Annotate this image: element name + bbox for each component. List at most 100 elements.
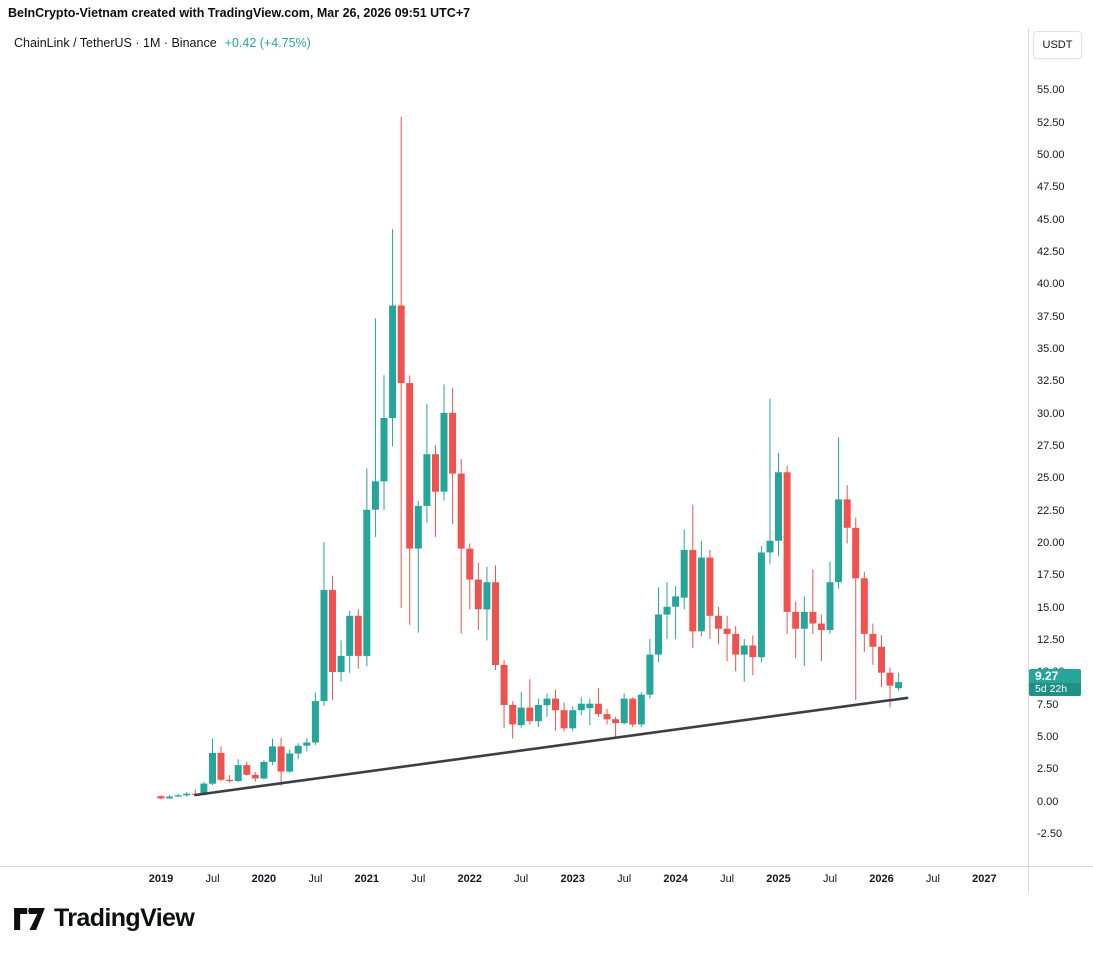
tradingview-logo-icon [14,907,45,930]
candle-2021-03 [380,375,388,510]
axis-corner-divider [1028,867,1029,893]
candle-2022-06 [509,701,517,739]
candle-2023-07 [620,693,628,725]
candle-2023-06 [612,716,620,739]
candle-2019-02 [166,794,174,799]
candle-2023-03 [586,698,594,726]
candle-2025-06 [817,614,825,662]
symbol-legend[interactable]: ChainLink / TetherUS · 1M · Binance +0.42… [14,36,311,50]
candle-2024-07 [723,615,731,662]
candle-2025-01 [775,452,782,557]
candle-2025-05 [809,569,817,634]
candle-2022-10 [543,693,551,717]
candle-2025-08 [835,437,843,589]
candle-2019-12 [251,772,259,782]
candle-2023-02 [577,697,585,716]
candle-2020-01 [260,760,268,780]
candle-2022-02 [474,562,482,630]
candle-2021-06 [406,375,414,625]
candle-2024-08 [732,626,740,672]
candle-2025-02 [783,465,791,634]
candle-2021-10 [440,384,448,501]
candle-2025-04 [800,596,808,667]
candle-2021-02 [371,318,379,537]
price-tick-12.50: 12.50 [1037,633,1065,646]
candle-2024-09 [740,639,748,682]
price-tick-0.00: 0.00 [1037,795,1059,808]
candle-2025-07 [826,561,834,634]
candle-2021-11 [449,388,457,524]
candle-2024-02 [680,529,688,610]
price-tick-35.00: 35.00 [1037,342,1065,355]
symbol-title[interactable]: ChainLink / TetherUS · 1M · Binance [14,36,217,50]
candle-2025-09 [843,485,851,544]
candle-2023-05 [603,708,611,725]
symbol-change: +0.42 (+4.75%) [224,36,311,50]
current-price-label: 9.27 5d 22h [1029,668,1081,696]
candle-2021-01 [363,468,371,667]
time-tick-2021-24: 2021 [354,873,380,885]
candle-2024-12 [766,398,774,565]
time-tick-2027-96: 2027 [972,873,997,885]
current-price-value: 9.27 [1035,668,1059,683]
candle-2020-11 [346,610,354,673]
tradingview-logo[interactable]: TradingView [14,904,195,933]
candle-2019-10 [234,759,242,782]
candle-2020-09 [329,575,336,700]
time-tick-2019-0: 2019 [148,873,174,885]
candle-2021-12 [457,459,465,634]
candle-2022-05 [500,659,508,729]
candle-2023-12 [663,582,671,640]
currency-button[interactable]: USDT [1033,31,1082,59]
time-tick-Jul-66: Jul [720,873,735,885]
candle-2022-12 [560,702,568,732]
price-tick-15.00: 15.00 [1037,601,1065,614]
candle-2022-11 [552,689,559,731]
candle-2023-01 [569,706,577,731]
candle-2022-04 [492,565,499,671]
price-tick-27.50: 27.50 [1037,439,1065,452]
candle-2021-09 [432,445,439,537]
candle-2021-04 [389,229,397,447]
price-tick-2.50: 2.50 [1037,763,1059,776]
candle-2024-03 [689,504,697,649]
time-tick-Jul-54: Jul [617,873,632,885]
candle-2020-06 [303,738,311,752]
candle-2024-06 [715,606,722,645]
time-tick-2020-12: 2020 [251,873,277,885]
candle-2019-09 [226,775,234,783]
candle-2024-10 [749,635,757,676]
time-tick-Jul-90: Jul [925,873,940,885]
price-tick-40.00: 40.00 [1037,278,1065,291]
candle-2022-07 [517,692,525,728]
price-tick-20.00: 20.00 [1037,536,1065,549]
time-tick-Jul-42: Jul [514,873,529,885]
support-trendline[interactable] [194,696,909,797]
candle-2019-08 [217,746,225,782]
price-tick-5.00: 5.00 [1037,730,1059,743]
time-axis[interactable]: 2019 Jul 2020 Jul 2021 Jul 2022 Jul 2023 Jul 2024 J… [0,866,1093,893]
price-tick--2.50: -2.50 [1037,827,1063,840]
candle-2019-11 [243,761,251,776]
price-axis[interactable]: USDT 55.00 52.50 50.00 47.50 45.00 42.50 40.00… [1028,28,1093,890]
candle-2021-07 [414,500,422,633]
time-tick-Jul-78: Jul [822,873,838,885]
candle-2026-01 [878,635,885,687]
candle-2023-10 [646,639,654,699]
candle-2021-05 [397,116,405,608]
candle-2025-11 [860,571,868,652]
price-tick-47.50: 47.50 [1037,181,1065,194]
candle-2020-08 [320,542,328,706]
candle-2020-03 [277,738,285,786]
price-tick-22.50: 22.50 [1037,504,1065,517]
time-tick-2023-48: 2023 [560,873,585,885]
price-tick-17.50: 17.50 [1037,569,1065,582]
candle-2020-05 [294,743,302,760]
price-tick-25.00: 25.00 [1037,472,1065,485]
candle-2022-01 [466,543,474,610]
time-tick-2024-60: 2024 [663,873,688,885]
candle-2023-08 [629,697,637,727]
candle-2024-05 [706,549,714,640]
time-tick-2026-84: 2026 [869,873,894,885]
